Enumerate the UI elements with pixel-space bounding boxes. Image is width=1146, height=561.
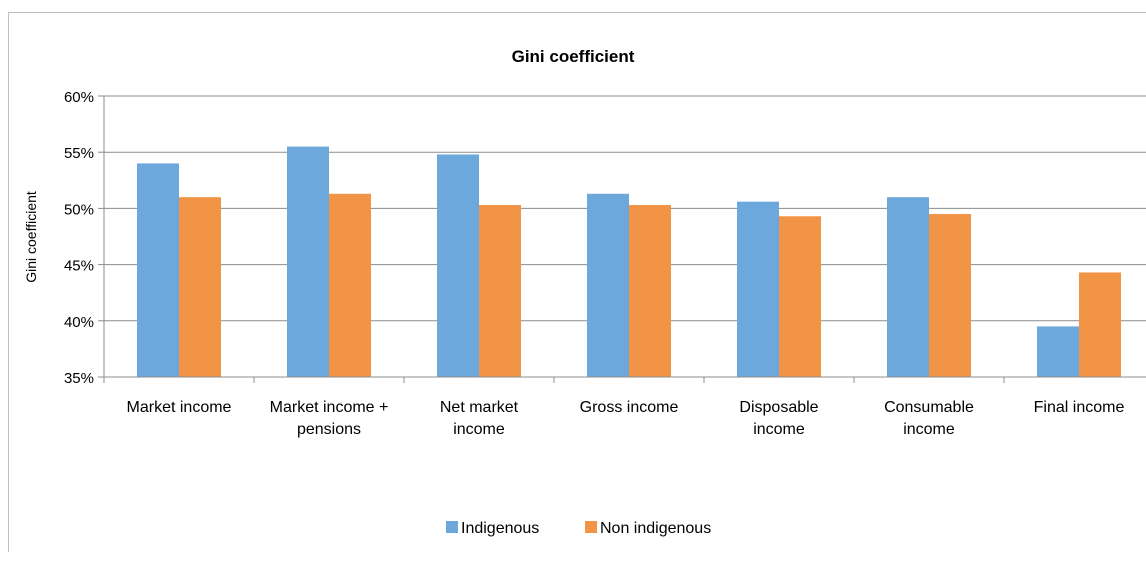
bar-indigenous xyxy=(137,163,179,377)
bar-non-indigenous xyxy=(329,193,371,377)
y-tick-label: 50% xyxy=(64,201,94,218)
x-tick-label: Gross income xyxy=(580,399,679,416)
bar-non-indigenous xyxy=(929,214,971,377)
bar-non-indigenous xyxy=(1079,272,1121,377)
x-tick-label: Final income xyxy=(1034,399,1125,416)
bar-indigenous xyxy=(887,197,929,377)
legend-swatch xyxy=(446,521,458,533)
bar-indigenous xyxy=(737,201,779,377)
legend-swatch xyxy=(585,521,597,533)
bar-non-indigenous xyxy=(479,205,521,377)
bar-non-indigenous xyxy=(629,205,671,377)
bars xyxy=(137,146,1121,377)
bar-indigenous xyxy=(287,146,329,377)
x-tick-label: Net market income xyxy=(440,399,519,438)
chart-frame xyxy=(8,12,1146,552)
legend-label: Indigenous xyxy=(461,520,539,537)
y-tick-label: 45% xyxy=(64,258,94,275)
axes: 35% 40% 45% 50% 55% 60% Market income Market in… xyxy=(64,89,1146,438)
y-tick-label: 60% xyxy=(64,89,94,106)
chart-title: Gini coefficient xyxy=(512,47,635,66)
bar-non-indigenous xyxy=(179,197,221,377)
bar-indigenous xyxy=(437,154,479,377)
y-tick-label: 55% xyxy=(64,145,94,162)
bar-indigenous xyxy=(1037,326,1079,377)
y-tick-label: 40% xyxy=(64,314,94,331)
bar-indigenous xyxy=(587,193,629,377)
x-tick-label: Market income xyxy=(127,399,232,416)
y-tick-label: 35% xyxy=(64,370,94,387)
legend-label: Non indigenous xyxy=(600,520,711,537)
y-axis-label: Gini coefficient xyxy=(23,191,39,283)
x-tick-label: Disposable income xyxy=(739,399,818,438)
legend: Indigenous Non indigenous xyxy=(446,520,711,537)
x-tick-label: Market income + pensions xyxy=(270,399,389,438)
bar-non-indigenous xyxy=(779,216,821,377)
x-tick-label: Consumable income xyxy=(884,399,974,438)
